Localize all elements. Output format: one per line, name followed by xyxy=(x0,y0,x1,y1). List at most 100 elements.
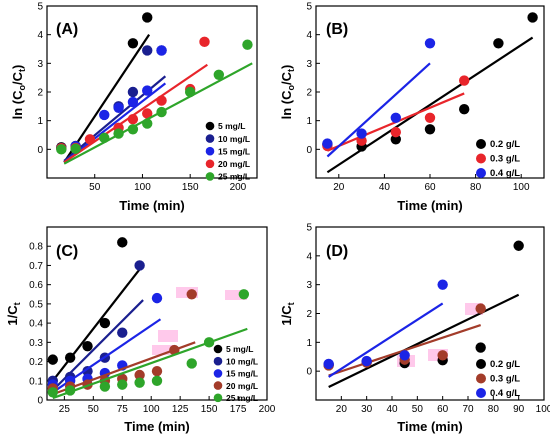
data-point xyxy=(70,143,81,154)
data-point xyxy=(64,385,76,396)
data-point xyxy=(475,303,486,314)
fit-line xyxy=(328,293,520,389)
data-point xyxy=(151,375,163,386)
legend: 0.2 g/L 0.3 g/L 0.4 g/L xyxy=(476,139,520,179)
x-axis-label: Time (min) xyxy=(397,419,463,434)
data-point xyxy=(356,135,367,146)
data-point xyxy=(151,292,163,304)
legend-label: 25 mg/L xyxy=(218,172,250,182)
data-point xyxy=(142,12,153,23)
data-point xyxy=(186,358,197,369)
data-point xyxy=(513,240,524,251)
legend-label: 5 mg/L xyxy=(218,121,245,131)
data-point xyxy=(459,75,470,86)
x-tick-label: 80 xyxy=(488,404,500,415)
legend-label: 15 mg/L xyxy=(218,146,250,156)
data-point xyxy=(99,109,110,121)
legend-marker xyxy=(213,356,223,366)
highlight-patch xyxy=(225,290,247,300)
y-axis-label: 1/Ct xyxy=(279,302,296,325)
legend: 0.2 g/L 0.3 g/L 0.4 g/L xyxy=(476,359,520,399)
data-point xyxy=(117,327,128,338)
data-point xyxy=(437,350,448,361)
legend-label: 0.4 g/L xyxy=(490,388,520,399)
fit-line xyxy=(328,302,444,378)
data-point xyxy=(47,354,58,365)
data-point xyxy=(156,45,167,56)
data-point xyxy=(238,289,250,300)
data-point xyxy=(127,86,139,98)
x-tick-label: 200 xyxy=(259,404,276,415)
series-25-mg-l xyxy=(47,289,250,400)
x-tick-label: 25 xyxy=(59,404,71,415)
legend-marker xyxy=(213,369,223,378)
legend: 5 mg/L 10 mg/L 15 mg/L 20 mg/L 25 mg/L xyxy=(213,344,258,403)
legend-marker xyxy=(213,393,223,403)
data-point xyxy=(424,124,436,135)
data-point xyxy=(323,358,334,370)
data-point xyxy=(199,36,210,48)
data-point xyxy=(156,106,167,118)
y-tick-label: 0.8 xyxy=(29,242,43,253)
y-tick-label: 4 xyxy=(306,251,312,262)
data-point xyxy=(117,237,128,248)
data-point xyxy=(424,38,436,49)
panel-label: (D) xyxy=(326,243,348,260)
series-20-mg-l xyxy=(47,289,197,396)
data-point xyxy=(459,104,470,115)
y-tick-label: 3 xyxy=(306,280,312,291)
highlight-patch xyxy=(158,330,178,342)
y-axis-label: ln (Co/Ct) xyxy=(279,65,296,120)
y-axis-label: 1/Ct xyxy=(5,302,22,325)
y-tick-label: 0.3 xyxy=(29,338,43,349)
data-point xyxy=(151,365,163,377)
legend-label: 0.3 g/L xyxy=(490,154,520,165)
y-tick-label: 0.7 xyxy=(29,261,43,272)
panel-label: (B) xyxy=(326,21,348,38)
legend-marker xyxy=(205,146,215,156)
y-tick-label: 0 xyxy=(306,367,312,378)
fit-line xyxy=(326,62,431,158)
legend-marker xyxy=(205,172,215,181)
data-point xyxy=(437,279,448,290)
x-tick-label: 80 xyxy=(470,182,482,193)
legend-label: 25 mg/L xyxy=(226,393,258,403)
x-tick-label: 60 xyxy=(437,404,449,415)
y-tick-label: 2 xyxy=(37,88,43,99)
legend-label: 20 mg/L xyxy=(226,381,258,391)
fit-line xyxy=(63,63,208,164)
series-0-4-g-l xyxy=(323,279,448,378)
y-tick-label: 3 xyxy=(37,59,43,70)
x-tick-label: 90 xyxy=(513,404,525,415)
data-point xyxy=(390,112,401,124)
y-tick-label: 3 xyxy=(306,59,312,70)
y-tick-label: 5 xyxy=(37,2,43,13)
x-tick-label: 150 xyxy=(182,182,199,193)
data-point xyxy=(127,38,139,49)
y-tick-label: 5 xyxy=(306,223,312,234)
data-point xyxy=(424,112,436,124)
y-tick-label: 0.4 xyxy=(29,319,43,330)
data-point xyxy=(127,124,139,135)
data-point xyxy=(390,134,401,145)
data-point xyxy=(493,38,504,49)
legend-marker xyxy=(205,121,215,131)
legend-label: 10 mg/L xyxy=(218,134,250,144)
y-axis-label: ln (Co/Ct) xyxy=(10,65,27,120)
y-tick-label: 2 xyxy=(306,309,312,320)
legend-label: 0.3 g/L xyxy=(490,374,520,385)
legend-marker xyxy=(476,153,486,164)
fit-line xyxy=(52,327,248,400)
x-tick-label: 100 xyxy=(143,404,160,415)
x-tick-label: 125 xyxy=(172,404,189,415)
legend-marker xyxy=(476,388,486,398)
legend-marker xyxy=(205,134,215,143)
legend-label: 0.4 g/L xyxy=(490,168,520,179)
data-point xyxy=(186,289,197,300)
data-point xyxy=(99,132,110,144)
x-tick-label: 40 xyxy=(379,182,391,193)
data-point xyxy=(117,379,128,390)
x-tick-label: 40 xyxy=(386,404,398,415)
data-point xyxy=(203,337,215,348)
data-point xyxy=(113,128,124,139)
